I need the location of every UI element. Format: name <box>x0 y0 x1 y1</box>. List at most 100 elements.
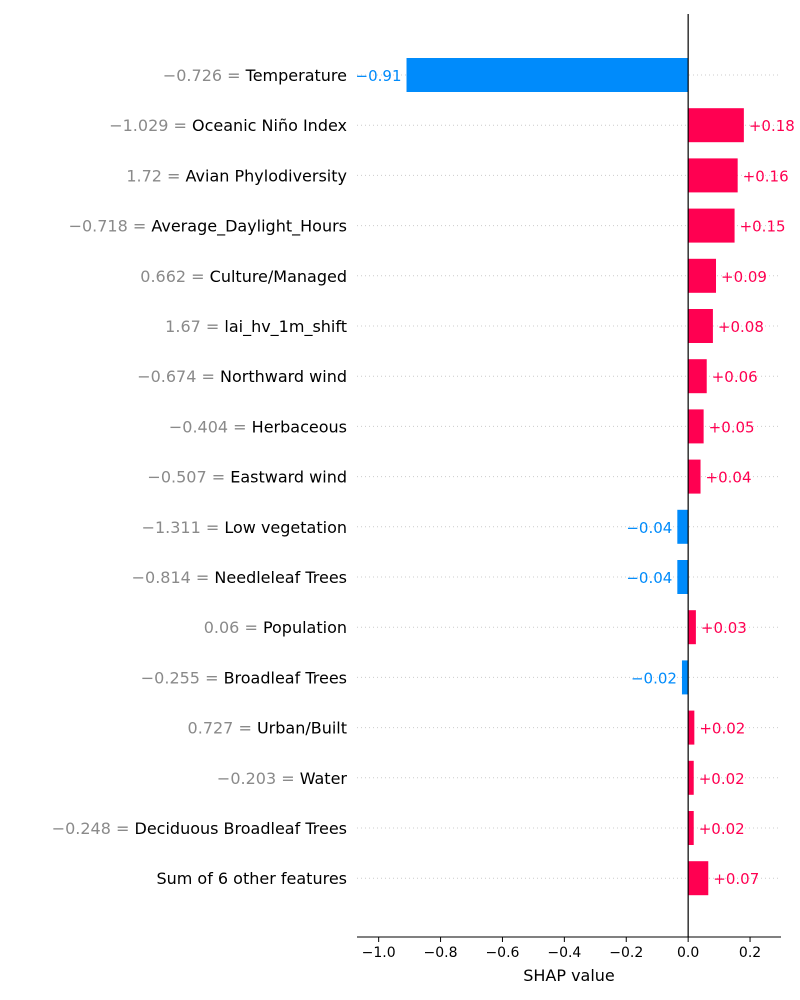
x-tick-label: 0.0 <box>677 945 699 961</box>
shap-bar <box>688 459 701 494</box>
shap-bar <box>688 710 695 745</box>
feature-name: Sum of 6 other features <box>156 869 347 888</box>
shap-bar <box>688 359 707 394</box>
shap-bar <box>688 258 717 293</box>
feature-name: Herbaceous <box>252 417 347 436</box>
equals-sign: = <box>200 668 224 687</box>
feature-name: Low vegetation <box>224 518 347 537</box>
x-tick-label: 0.2 <box>739 945 761 961</box>
feature-label: 1.72 = Avian Phylodiversity <box>126 166 347 185</box>
feature-value: −0.255 <box>141 668 200 687</box>
equals-sign: = <box>239 618 263 637</box>
feature-label: −0.404 = Herbaceous <box>169 417 347 436</box>
feature-label: −0.718 = Average_Daylight_Hours <box>69 217 347 237</box>
shap-bar <box>677 509 689 544</box>
x-tick-label: −0.6 <box>485 945 519 961</box>
shap-value-label: +0.09 <box>721 268 767 286</box>
x-tick-label: −1.0 <box>362 945 396 961</box>
shap-bar <box>688 158 738 193</box>
feature-label: −0.814 = Needleleaf Trees <box>132 568 347 587</box>
shap-value-label: +0.15 <box>740 218 786 236</box>
feature-label: −0.203 = Water <box>217 769 348 788</box>
feature-name: Avian Phylodiversity <box>186 166 347 185</box>
feature-name: Deciduous Broadleaf Trees <box>135 819 348 838</box>
feature-value: 0.662 <box>140 267 186 286</box>
feature-label: −1.311 = Low vegetation <box>142 518 347 537</box>
equals-sign: = <box>191 568 215 587</box>
shap-value-label: −0.91 <box>356 67 402 85</box>
feature-label: 0.727 = Urban/Built <box>188 719 347 738</box>
shap-value-label: +0.08 <box>718 318 764 336</box>
feature-name: Culture/Managed <box>210 267 347 286</box>
feature-label: −0.255 = Broadleaf Trees <box>141 668 347 687</box>
feature-label: 0.06 = Population <box>204 618 347 637</box>
x-tick-label: −0.2 <box>609 945 643 961</box>
equals-sign: = <box>222 66 246 85</box>
feature-name: Population <box>263 618 347 637</box>
equals-sign: = <box>276 769 300 788</box>
feature-value: −0.203 <box>217 769 276 788</box>
shap-bar <box>688 760 694 795</box>
shap-bar <box>406 58 689 92</box>
shap-value-label: +0.05 <box>709 418 755 436</box>
x-tick-label: −0.8 <box>424 945 458 961</box>
equals-sign: = <box>233 719 257 738</box>
equals-sign: = <box>201 518 225 537</box>
shap-bar <box>688 208 735 243</box>
feature-value: −0.814 <box>132 568 191 587</box>
feature-label: −0.726 = Temperature <box>163 66 347 85</box>
equals-sign: = <box>196 367 220 386</box>
shap-value-label: −0.02 <box>631 669 677 687</box>
shap-bar <box>688 108 744 143</box>
feature-value: 1.72 <box>126 166 162 185</box>
x-tick-label: −0.4 <box>547 945 581 961</box>
equals-sign: = <box>186 267 210 286</box>
equals-sign: = <box>228 417 252 436</box>
shap-bar <box>688 309 713 343</box>
feature-name: Water <box>300 769 348 788</box>
shap-value-label: +0.03 <box>701 619 747 637</box>
equals-sign: = <box>201 317 225 336</box>
feature-label: 0.662 = Culture/Managed <box>140 267 347 286</box>
shap-value-label: +0.04 <box>706 469 752 487</box>
feature-value: −0.248 <box>52 819 111 838</box>
feature-name: Average_Daylight_Hours <box>151 217 347 237</box>
x-axis-title: SHAP value <box>523 966 615 985</box>
feature-value: −0.674 <box>137 367 196 386</box>
feature-label: −0.674 = Northward wind <box>137 367 347 386</box>
shap-value-label: −0.04 <box>626 519 672 537</box>
shap-bar <box>688 811 694 845</box>
feature-value: −1.029 <box>109 116 168 135</box>
feature-name: Broadleaf Trees <box>224 668 347 687</box>
feature-name: Needleleaf Trees <box>214 568 347 587</box>
shap-value-label: +0.02 <box>699 820 745 838</box>
feature-name: Urban/Built <box>257 719 347 738</box>
shap-bar <box>688 610 696 645</box>
equals-sign: = <box>207 468 231 487</box>
shap-value-label: −0.04 <box>626 569 672 587</box>
feature-value: −0.718 <box>69 217 128 236</box>
equals-sign: = <box>162 166 186 185</box>
shap-bar <box>688 409 704 444</box>
shap-value-label: +0.02 <box>699 720 745 738</box>
feature-value: 0.727 <box>188 719 234 738</box>
shap-bar <box>677 560 689 594</box>
feature-label: 1.67 = lai_hv_1m_shift <box>165 317 347 337</box>
feature-name: Eastward wind <box>230 468 347 487</box>
feature-name: Temperature <box>245 66 347 85</box>
feature-value: −0.726 <box>163 66 222 85</box>
feature-value: −0.404 <box>169 417 228 436</box>
feature-value: −1.311 <box>142 518 201 537</box>
feature-label: Sum of 6 other features <box>156 869 347 888</box>
shap-bar <box>688 861 709 896</box>
shap-bar <box>681 660 689 695</box>
feature-label: −1.029 = Oceanic Niño Index <box>109 116 347 135</box>
shap-value-label: +0.06 <box>712 368 758 386</box>
feature-name: lai_hv_1m_shift <box>224 317 347 337</box>
feature-value: −0.507 <box>147 468 206 487</box>
equals-sign: = <box>111 819 135 838</box>
feature-name: Northward wind <box>220 367 347 386</box>
feature-label: −0.248 = Deciduous Broadleaf Trees <box>52 819 347 838</box>
feature-value: 0.06 <box>204 618 240 637</box>
